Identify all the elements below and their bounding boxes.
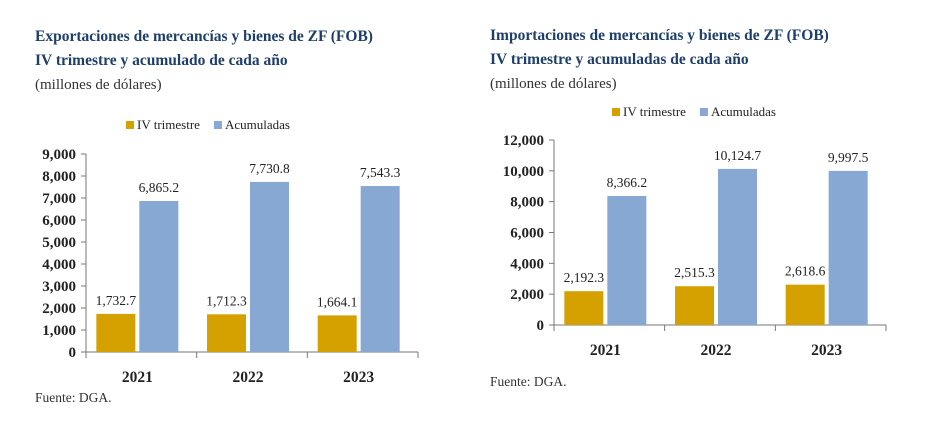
legend-label: IV trimestre — [137, 117, 200, 132]
data-label: 9,997.5 — [828, 150, 869, 165]
bar-iv-trimestre — [317, 315, 357, 352]
data-label: 2,618.6 — [785, 264, 826, 279]
y-tick-label: 2,000 — [510, 287, 544, 303]
data-label: 7,730.8 — [249, 161, 290, 176]
bar-iv-trimestre — [785, 284, 825, 325]
bar-acumuladas — [718, 168, 757, 325]
y-tick-label: 9,000 — [42, 147, 76, 163]
x-tick-label: 2022 — [701, 342, 732, 359]
y-tick-label: 6,000 — [42, 213, 76, 229]
data-label: 7,543.3 — [360, 165, 401, 180]
imports-chart-panel: Importaciones de mercancías y bienes de … — [468, 0, 928, 423]
imports-bar-chart: 0 2,000 4,000 6,000 8,000 10,000 12,000 2,192.3… — [503, 104, 887, 359]
chart-subtitle: IV trimestre y acumuladas de cada año — [490, 51, 749, 68]
bar-iv-trimestre — [675, 286, 714, 325]
y-tick-label: 5,000 — [42, 235, 76, 251]
y-tick-label: 12,000 — [503, 133, 544, 149]
legend-label: Acumuladas — [711, 104, 776, 119]
y-tick-label: 7,000 — [42, 191, 76, 207]
bar-acumuladas — [139, 200, 179, 352]
y-tick-label: 6,000 — [510, 226, 544, 242]
legend-swatch — [612, 108, 620, 116]
exports-bar-chart: 0 1,000 2,000 3,000 4,000 5,000 6,000 7,000 8,00… — [42, 117, 419, 386]
chart-source: Fuente: DGA. — [490, 374, 567, 389]
data-label: 1,664.1 — [317, 294, 358, 309]
legend-label: IV trimestre — [623, 104, 686, 119]
y-tick-label: 2,000 — [42, 301, 76, 317]
bar-iv-trimestre — [207, 314, 246, 352]
exports-chart-panel: Exportaciones de mercancías y bienes de … — [0, 0, 460, 423]
chart-unit: (millones de dólares) — [490, 76, 617, 92]
y-tick-label: 4,000 — [42, 257, 76, 273]
x-tick-label: 2023 — [811, 342, 842, 359]
y-tick-label: 0 — [537, 318, 545, 334]
data-label: 1,732.7 — [96, 293, 137, 308]
x-tick-label: 2021 — [590, 342, 621, 359]
bar-acumuladas — [250, 181, 289, 352]
y-tick-label: 8,000 — [42, 169, 76, 185]
chart-source: Fuente: DGA. — [35, 390, 112, 405]
bar-acumuladas — [828, 170, 868, 325]
chart-title: Exportaciones de mercancías y bienes de … — [35, 28, 373, 45]
legend-swatch — [213, 121, 222, 129]
data-label: 8,366.2 — [607, 175, 648, 190]
legend-label: Acumuladas — [225, 117, 290, 132]
y-tick-label: 4,000 — [510, 256, 544, 272]
data-label: 10,124.7 — [714, 148, 762, 163]
y-tick-label: 1,000 — [42, 323, 76, 339]
data-label: 6,865.2 — [139, 180, 180, 195]
y-tick-label: 8,000 — [510, 195, 544, 211]
chart-subtitle: IV trimestre y acumulado de cada año — [35, 52, 288, 69]
x-tick-label: 2023 — [343, 369, 374, 386]
y-tick-label: 10,000 — [503, 164, 544, 180]
chart-unit: (millones de dólares) — [35, 77, 162, 93]
data-label: 2,192.3 — [564, 270, 605, 285]
data-label: 1,712.3 — [206, 293, 247, 308]
chart-title: Importaciones de mercancías y bienes de … — [490, 27, 829, 44]
bar-acumuladas — [607, 196, 647, 325]
legend-swatch — [126, 121, 134, 129]
y-tick-label: 0 — [69, 345, 77, 361]
bar-iv-trimestre — [564, 291, 604, 325]
data-label: 2,515.3 — [674, 265, 715, 280]
x-tick-label: 2021 — [122, 369, 153, 386]
legend-swatch — [699, 108, 708, 116]
bar-acumuladas — [360, 186, 400, 352]
y-tick-label: 3,000 — [42, 279, 76, 295]
x-tick-label: 2022 — [233, 369, 264, 386]
bar-iv-trimestre — [96, 313, 136, 352]
